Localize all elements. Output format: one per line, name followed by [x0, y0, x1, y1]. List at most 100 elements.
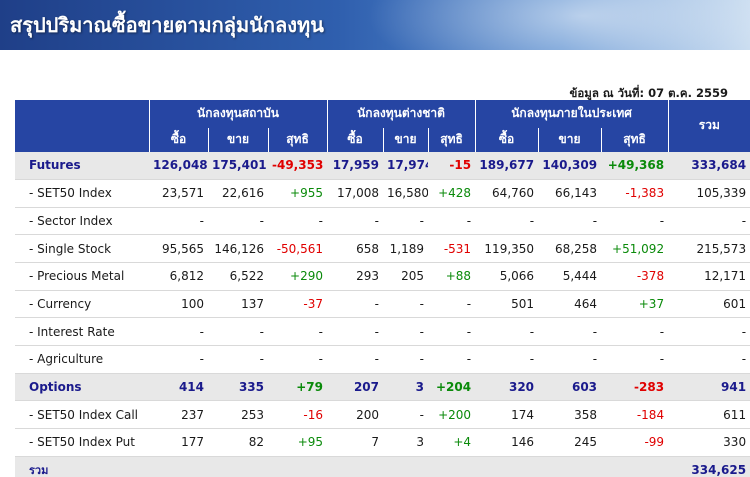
cell-value: 6,812: [149, 262, 208, 291]
header-local: นักลงทุนภายในประเทศ: [475, 100, 669, 128]
header-net: สุทธิ: [428, 127, 476, 152]
row-label: - Single Stock: [15, 234, 149, 263]
cell-value: -99: [601, 428, 669, 457]
cell-value: -: [601, 345, 669, 374]
cell-value: -: [668, 207, 750, 236]
cell-value: -: [268, 345, 328, 374]
cell-value: -531: [428, 234, 476, 263]
cell-value: 174: [475, 400, 539, 430]
cell-value: 140,309: [538, 151, 602, 180]
header-net: สุทธิ: [268, 127, 328, 152]
cell-value: +428: [428, 179, 476, 208]
cell-value: -15: [428, 151, 476, 180]
row-label: - SET50 Index Call: [15, 400, 149, 430]
cell-value: -: [428, 345, 476, 374]
row-label: - Agriculture: [15, 345, 149, 374]
cell-value: -: [428, 207, 476, 236]
row-label: - SET50 Index: [15, 179, 149, 208]
cell-value: 253: [208, 400, 268, 430]
cell-value: 7: [327, 428, 384, 457]
banner-shine: [330, 0, 750, 50]
cell-value: -: [149, 317, 208, 346]
cell-value: 1,189: [383, 234, 429, 263]
cell-value: +79: [268, 373, 328, 402]
cell-value: -: [475, 345, 539, 374]
table-row: - SET50 Index Put 177 82 +95 7 3 +4 146 245 -99 33…: [15, 428, 750, 457]
cell-value: 464: [538, 290, 602, 319]
cell-value: -: [327, 317, 384, 346]
cell-value: 5,444: [538, 262, 602, 291]
cell-value: 23,571: [149, 179, 208, 208]
table-row: - Sector Index - - - - - - - - - -: [15, 207, 750, 236]
cell-value: -50,561: [268, 234, 328, 263]
table-group-row: Options 414 335 +79 207 3 +204 320 603 -283 941: [15, 373, 750, 402]
total-label: รวม: [15, 456, 149, 477]
cell-value: 330: [668, 428, 750, 457]
header-sell: ขาย: [538, 127, 602, 152]
page-title: สรุปปริมาณซื้อขายตามกลุ่มนักลงทุน: [10, 13, 324, 37]
cell-value: 16,580: [383, 179, 429, 208]
table-group-row: Futures126,048175,401-49,35317,95917,974…: [15, 151, 750, 180]
cell-value: 105,339: [668, 179, 750, 208]
cell-value: 12,171: [668, 262, 750, 291]
table-row: - SET50 Index Call 237 253 -16 200- +200 174 35…: [15, 400, 750, 430]
cell-value: 6,522: [208, 262, 268, 291]
cell-value: -: [149, 207, 208, 236]
cell-value: +955: [268, 179, 328, 208]
cell-value: -378: [601, 262, 669, 291]
cell-value: -: [327, 207, 384, 236]
cell-value: +51,092: [601, 234, 669, 263]
cell-value: +49,368: [601, 151, 669, 180]
table-row: - Precious Metal 6,812 6,522 +290 293 205 +88 5…: [15, 262, 750, 291]
cell-value: -: [208, 317, 268, 346]
cell-value: 293: [327, 262, 384, 291]
cell-value: 146: [475, 428, 539, 457]
header-institutional: นักลงทุนสถาบัน: [149, 100, 328, 128]
cell-value: 611: [668, 400, 750, 430]
header-sell: ขาย: [208, 127, 269, 152]
page-banner: สรุปปริมาณซื้อขายตามกลุ่มนักลงทุน: [0, 0, 750, 50]
cell-value: 119,350: [475, 234, 539, 263]
cell-value: +4: [428, 428, 476, 457]
cell-value: 941: [668, 373, 750, 402]
cell-value: -49,353: [268, 151, 328, 180]
cell-value: -: [268, 207, 328, 236]
row-label: Futures: [15, 151, 149, 180]
row-label: - SET50 Index Put: [15, 428, 149, 457]
cell-value: 82: [208, 428, 268, 457]
header-sell: ขาย: [383, 127, 429, 152]
cell-value: +290: [268, 262, 328, 291]
header-blank: [15, 100, 150, 152]
cell-value: 245: [538, 428, 602, 457]
cell-value: +204: [428, 373, 476, 402]
header-foreign: นักลงทุนต่างชาติ: [327, 100, 476, 128]
cell-value: 17,008: [327, 179, 384, 208]
cell-value: -: [383, 400, 429, 430]
total-spacer: [149, 456, 669, 477]
cell-value: -: [327, 290, 384, 319]
cell-value: 601: [668, 290, 750, 319]
table-row: - Currency 100 137 -37- - -501 464 +37 601: [15, 290, 750, 319]
cell-value: -: [668, 345, 750, 374]
table-row: - SET50 Index 23,571 22,616 +955 17,008 16,58…: [15, 179, 750, 208]
cell-value: 137: [208, 290, 268, 319]
row-label: - Sector Index: [15, 207, 149, 236]
cell-value: -: [475, 207, 539, 236]
table-row: - Agriculture - - - - - - - - - -: [15, 345, 750, 374]
cell-value: -: [428, 317, 476, 346]
cell-value: +37: [601, 290, 669, 319]
cell-value: 658: [327, 234, 384, 263]
cell-value: 414: [149, 373, 208, 402]
header-buy: ซื้อ: [327, 127, 384, 152]
cell-value: +200: [428, 400, 476, 430]
cell-value: -: [383, 290, 429, 319]
cell-value: 320: [475, 373, 539, 402]
cell-value: -: [149, 345, 208, 374]
row-label: - Interest Rate: [15, 317, 149, 346]
cell-value: -: [428, 290, 476, 319]
cell-value: 64,760: [475, 179, 539, 208]
cell-value: 68,258: [538, 234, 602, 263]
cell-value: 335: [208, 373, 268, 402]
cell-value: 603: [538, 373, 602, 402]
cell-value: 177: [149, 428, 208, 457]
